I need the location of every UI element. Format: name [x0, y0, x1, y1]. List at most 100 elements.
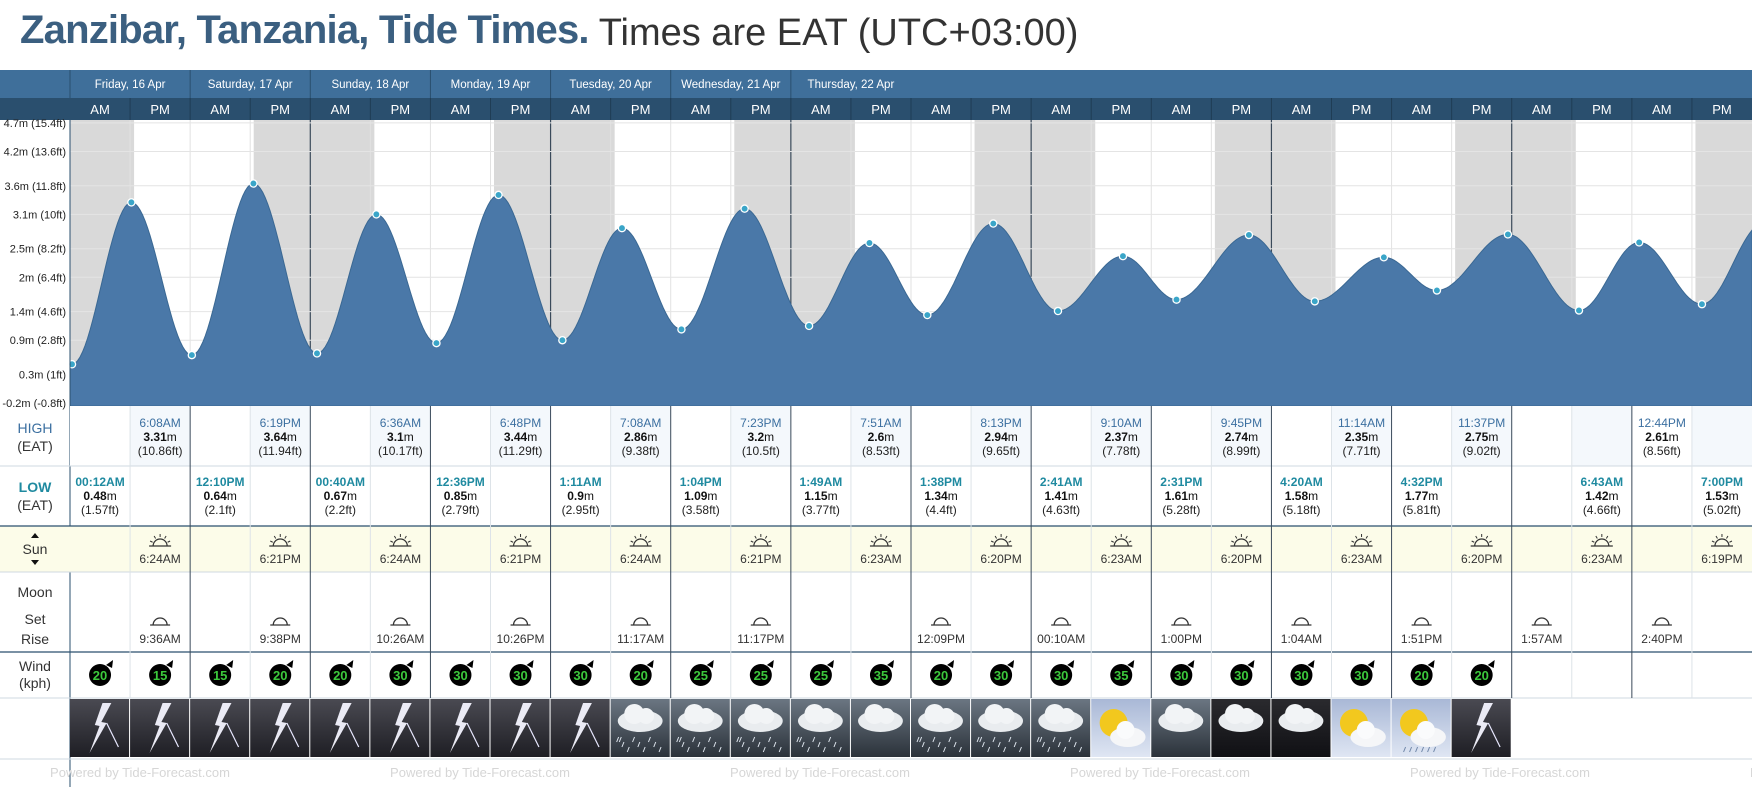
rain-drop	[932, 736, 936, 743]
low-tide-time: 12:36PM	[436, 475, 485, 489]
watermark: Powered by Tide-Forecast.com	[50, 765, 230, 780]
sun-ray	[630, 540, 634, 543]
high-tide-point	[740, 204, 749, 213]
wind-direction-icon	[149, 664, 172, 686]
high-tide-m: 3.1	[387, 430, 404, 444]
low-tide-feet: (5.02ft)	[1703, 503, 1741, 517]
wind-row-label: Wind	[19, 658, 51, 674]
moon-arc	[1654, 617, 1670, 626]
moon-arc	[933, 617, 949, 626]
high-tide-height: 3.31m	[143, 430, 176, 444]
rain-drop	[1057, 741, 1061, 748]
lightning-bolt	[149, 703, 172, 753]
low-tide-point	[312, 349, 322, 358]
high-tide-feet: (11.29ft)	[499, 444, 543, 458]
watermark: Powered by Tide-Forecast.com	[1410, 765, 1590, 780]
wind-badge: 15	[209, 660, 234, 686]
pm-label: PM	[1112, 102, 1132, 117]
wind-speed: 15	[213, 668, 227, 683]
sun-ray	[870, 540, 874, 543]
sun-arc	[1113, 538, 1129, 547]
low-tide-point	[187, 350, 197, 360]
wind-arrow-icon	[1127, 660, 1135, 668]
moon-rise-label: Rise	[21, 631, 49, 647]
wind-speed: 20	[633, 668, 647, 683]
wind-badge: 20	[329, 660, 354, 686]
moon-time: 9:36AM	[139, 632, 180, 646]
sunset-icon	[1470, 534, 1493, 547]
sun-ray	[1715, 535, 1718, 539]
page-subtitle: Times are EAT (UTC+03:00)	[598, 12, 1079, 54]
high-tide-point	[617, 223, 627, 233]
unit-m: m	[1308, 489, 1318, 503]
wind-arrow-icon	[766, 660, 774, 668]
low-tide-point	[677, 325, 686, 334]
am-label: AM	[1532, 102, 1552, 117]
sunrise-icon	[149, 534, 172, 547]
cloud-puff	[1356, 721, 1375, 739]
y-tick-label: 2m (6.4ft)	[19, 272, 66, 284]
wind-direction-icon	[1050, 664, 1073, 686]
wind-speed: 20	[1474, 668, 1488, 683]
rain-drop	[1052, 736, 1056, 743]
wind-badge: 25	[809, 660, 834, 686]
sunrise-time: 6:23AM	[1341, 552, 1382, 566]
sun-ray	[874, 535, 877, 539]
low-tide-feet: (3.58ft)	[682, 503, 720, 517]
rain-drop	[1063, 746, 1067, 753]
weather-icon-rain	[971, 699, 1031, 757]
low-tide-height: 1.61m	[1165, 489, 1198, 503]
sun-ray	[407, 540, 411, 543]
wind-speed: 30	[393, 668, 407, 683]
low-tide-feet: (4.66ft)	[1583, 503, 1621, 517]
low-tide-point	[923, 310, 932, 320]
sun-arc	[753, 538, 769, 547]
moon-set-rise-icon	[750, 617, 771, 626]
day-header: Tuesday, 20 Apr	[569, 79, 652, 91]
sunrise-time: 6:23AM	[860, 552, 901, 566]
high-tide-feet: (9.65ft)	[982, 444, 1020, 458]
wind-speed: 25	[754, 668, 768, 683]
tide-area	[70, 182, 1752, 406]
high-tide-point	[1118, 251, 1128, 261]
unit-m: m	[1669, 430, 1679, 444]
high-row-bg	[490, 406, 551, 466]
sun-ray	[273, 535, 277, 539]
low-tide-m: 1.53	[1705, 489, 1729, 503]
low-tide-height: 0.9m	[567, 489, 594, 503]
moon-arc	[1173, 617, 1189, 626]
pm-label: PM	[150, 102, 170, 117]
high-tide-point	[127, 198, 136, 207]
sun-ray	[990, 540, 994, 543]
high-row-bg	[610, 406, 671, 466]
lightning-branch	[226, 722, 240, 748]
pm-label: PM	[1352, 102, 1372, 117]
cloud-puff	[818, 708, 835, 724]
high-tide-time: 6:19PM	[260, 416, 301, 430]
high-row-bg	[430, 406, 491, 466]
wind-badge: 20	[629, 660, 654, 686]
am-label: AM	[1051, 102, 1071, 117]
sun-ray	[1355, 535, 1358, 539]
low-tide-height: 0.67m	[324, 489, 357, 503]
weather-icon-storm	[190, 699, 250, 757]
low-tide-feet: (1.57ft)	[81, 503, 119, 517]
wind-badge: 30	[509, 660, 534, 686]
pm-label: PM	[511, 102, 531, 117]
rain-drop	[1019, 746, 1022, 753]
high-tide-m: 2.75	[1465, 430, 1489, 444]
rain-drop	[616, 736, 620, 743]
am-label: AM	[1412, 102, 1432, 117]
low-tide-time: 12:10PM	[196, 475, 245, 489]
rain-drop	[778, 746, 782, 753]
high-tide-time: 7:08AM	[620, 416, 661, 430]
high-row-bg	[1031, 406, 1092, 466]
sun-ray	[149, 540, 153, 543]
lightning-branch	[406, 722, 420, 748]
sun-arc	[873, 538, 889, 547]
moon-time: 11:17AM	[617, 632, 664, 646]
high-tide-point	[1503, 230, 1513, 239]
wind-arrow-icon	[466, 660, 474, 668]
sunset-icon	[990, 534, 1013, 547]
sun-arc	[1474, 538, 1490, 547]
